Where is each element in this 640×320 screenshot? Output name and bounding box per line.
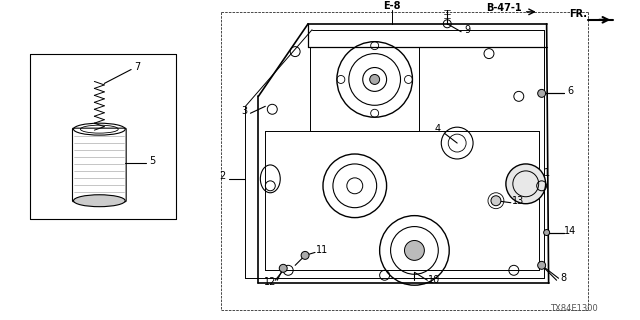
- Circle shape: [506, 164, 546, 204]
- Ellipse shape: [74, 195, 125, 207]
- Text: 13: 13: [512, 196, 524, 206]
- Text: 7: 7: [134, 61, 140, 72]
- Text: 9: 9: [464, 25, 470, 35]
- Circle shape: [491, 196, 501, 206]
- Circle shape: [404, 241, 424, 260]
- Text: 5: 5: [149, 156, 155, 166]
- Circle shape: [279, 264, 287, 272]
- Text: TX84E1300: TX84E1300: [550, 304, 597, 313]
- Text: FR.: FR.: [570, 9, 588, 19]
- Text: 1: 1: [543, 168, 550, 178]
- Circle shape: [538, 261, 546, 269]
- Circle shape: [370, 75, 380, 84]
- Text: 10: 10: [428, 275, 440, 285]
- Text: 6: 6: [568, 86, 573, 96]
- Text: 12: 12: [264, 277, 276, 287]
- Text: 2: 2: [220, 171, 226, 181]
- Text: 11: 11: [316, 245, 328, 255]
- FancyBboxPatch shape: [72, 128, 126, 202]
- Text: 3: 3: [241, 106, 248, 116]
- Circle shape: [538, 89, 546, 97]
- Text: 4: 4: [434, 124, 440, 134]
- Text: 14: 14: [564, 226, 577, 236]
- Text: 8: 8: [561, 273, 566, 283]
- Text: B-47-1: B-47-1: [486, 3, 522, 13]
- Circle shape: [301, 252, 309, 260]
- Text: E-8: E-8: [383, 1, 400, 11]
- Circle shape: [543, 229, 550, 236]
